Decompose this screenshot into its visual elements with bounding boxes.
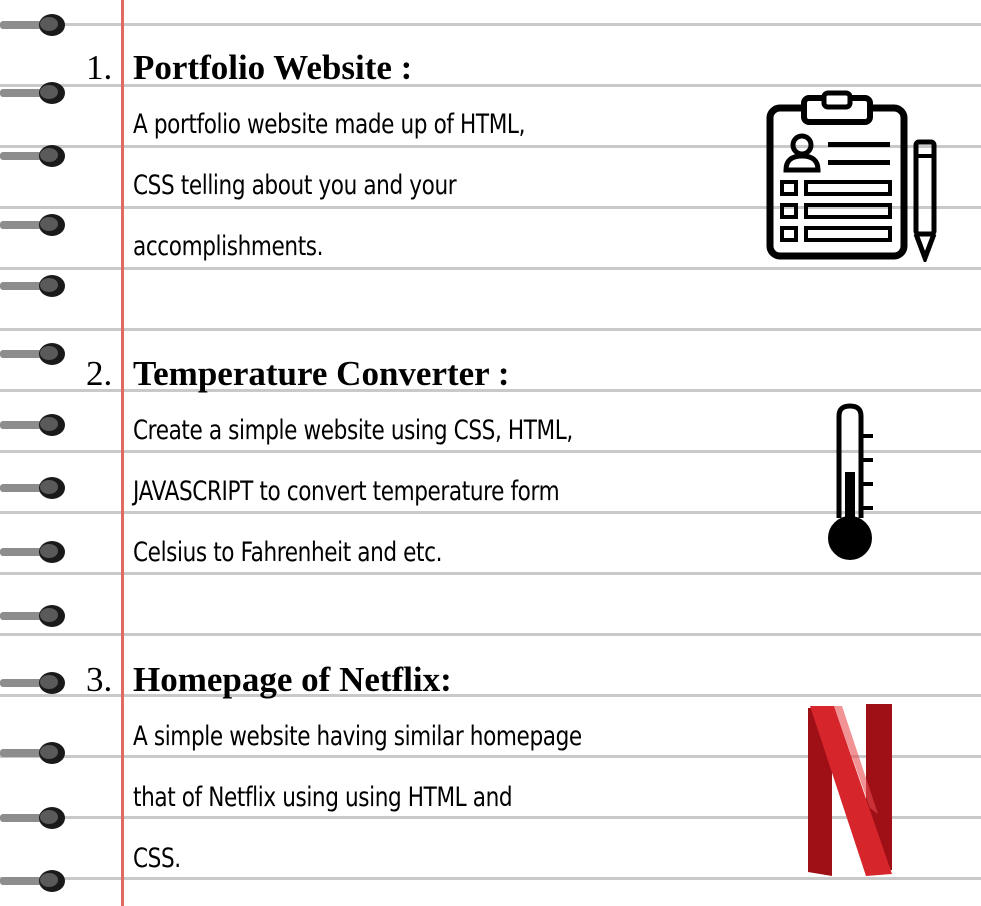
ruled-line [0, 23, 981, 26]
item-number: 1. [86, 48, 113, 87]
ruled-line [0, 84, 981, 87]
description-line: CSS telling about you and your [133, 170, 457, 201]
ruled-line [0, 633, 981, 636]
spiral-ring-icon [0, 672, 65, 694]
item-title: Temperature Converter : [133, 354, 510, 393]
spiral-ring-icon [0, 214, 65, 236]
spiral-ring-icon [0, 742, 65, 764]
description-line: that of Netflix using using HTML and [133, 782, 513, 813]
spiral-ring-icon [0, 275, 65, 297]
spiral-ring-icon [0, 870, 65, 892]
ruled-line [0, 450, 981, 453]
margin-line [121, 0, 124, 906]
description-line: CSS. [133, 843, 181, 874]
item-title: Homepage of Netflix: [133, 660, 452, 699]
spiral-ring-icon [0, 477, 65, 499]
clipboard-icon [766, 90, 937, 262]
spiral-ring-icon [0, 14, 65, 36]
ruled-line [0, 511, 981, 514]
spiral-ring-icon [0, 541, 65, 563]
netflix-logo-icon [808, 704, 892, 876]
description-line: Celsius to Fahrenheit and etc. [133, 537, 443, 568]
ruled-line [0, 267, 981, 270]
ruled-line [0, 755, 981, 758]
ruled-line [0, 389, 981, 392]
ruled-line [0, 877, 981, 880]
item-number: 3. [86, 660, 113, 699]
ruled-line [0, 816, 981, 819]
description-line: JAVASCRIPT to convert temperature form [133, 476, 560, 507]
spiral-ring-icon [0, 343, 65, 365]
thermometer-icon [828, 403, 873, 560]
spiral-ring-icon [0, 82, 65, 104]
ruled-line [0, 206, 981, 209]
description-line: A portfolio website made up of HTML, [133, 109, 526, 140]
description-line: accomplishments. [133, 231, 324, 262]
ruled-line [0, 694, 981, 697]
ruled-line [0, 572, 981, 575]
item-title: Portfolio Website : [133, 48, 413, 87]
description-line: A simple website having similar homepage [133, 721, 582, 752]
ruled-line [0, 145, 981, 148]
spiral-ring-icon [0, 605, 65, 627]
spiral-ring-icon [0, 145, 65, 167]
spiral-ring-icon [0, 807, 65, 829]
ruled-line [0, 328, 981, 331]
description-line: Create a simple website using CSS, HTML, [133, 415, 573, 446]
spiral-ring-icon [0, 414, 65, 436]
item-number: 2. [86, 354, 113, 393]
